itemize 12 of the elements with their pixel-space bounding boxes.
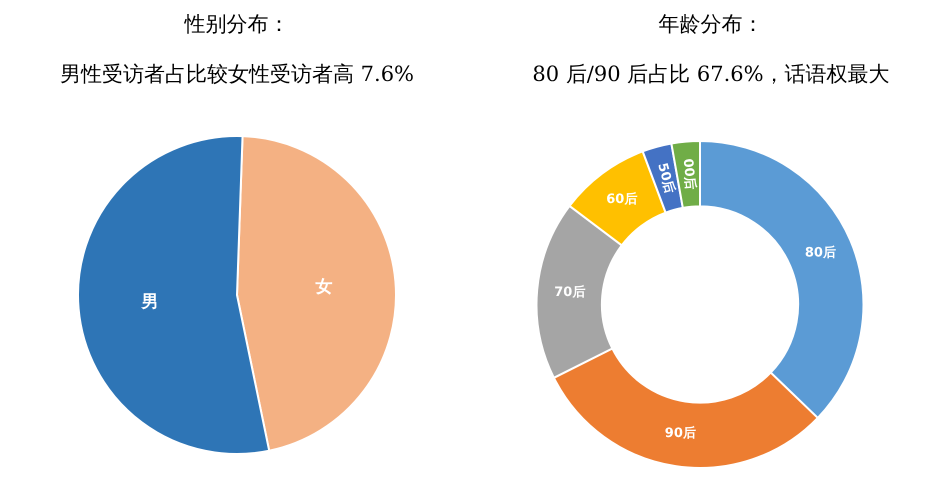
slice-label: 男 — [140, 292, 158, 312]
slice-label: 60后 — [606, 191, 638, 208]
slice-label: 80后 — [804, 244, 836, 261]
slice-label: 50后 — [654, 161, 678, 196]
chart-subtitle: 80 后/90 后占比 67.6%，话语权最大 — [531, 61, 891, 88]
slice-label: 70后 — [554, 284, 586, 300]
chart-subtitle: 男性受访者占比较女性受访者高 7.6% — [58, 61, 416, 88]
slice-label: 00后 — [680, 158, 698, 190]
chart-title: 年龄分布： — [658, 11, 764, 38]
slice-label: 女 — [314, 277, 333, 298]
chart-title: 性别分布： — [183, 11, 290, 38]
slice-label: 90后 — [664, 425, 696, 442]
